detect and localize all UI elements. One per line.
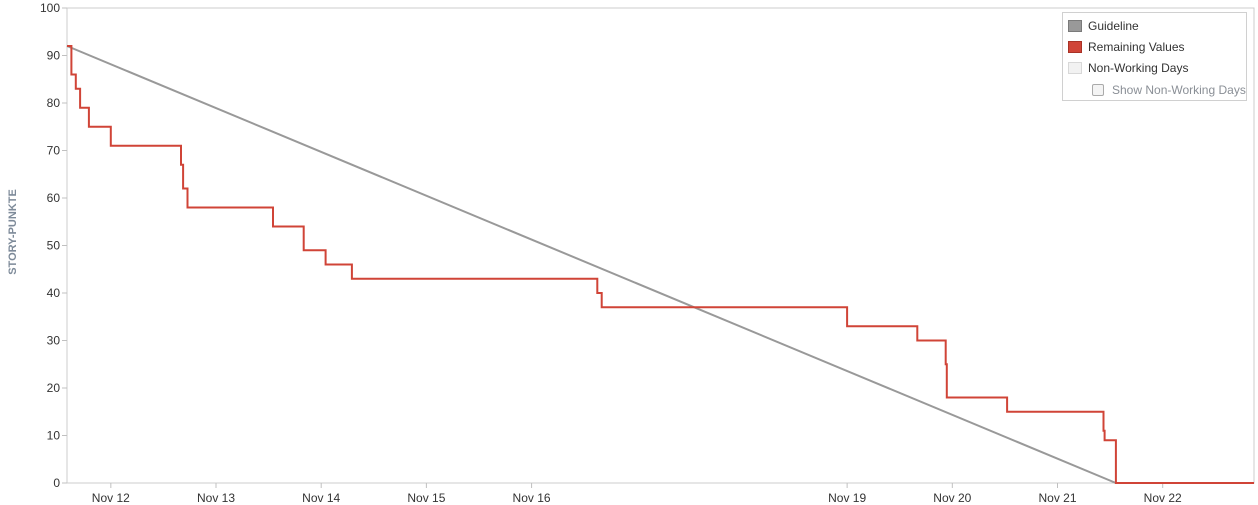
y-tick-label: 0 <box>53 476 60 490</box>
series-line-remaining-values[interactable] <box>67 45 1254 484</box>
remaining-values-swatch <box>1068 41 1082 53</box>
x-tick-label: Nov 20 <box>933 491 971 505</box>
y-tick-label: 40 <box>47 286 61 300</box>
x-tick-label: Nov 19 <box>828 491 866 505</box>
x-tick-label: Nov 13 <box>197 491 235 505</box>
y-tick-label: 70 <box>47 144 61 158</box>
legend-item-remaining-values[interactable]: Remaining Values <box>1068 39 1185 55</box>
show-non-working-days-checkbox[interactable] <box>1092 84 1104 96</box>
legend-label-guideline: Guideline <box>1088 19 1139 33</box>
legend-label-non-working-days: Non-Working Days <box>1088 61 1189 75</box>
y-tick-label: 30 <box>47 334 61 348</box>
y-tick-label: 90 <box>47 49 61 63</box>
guideline-swatch <box>1068 20 1082 32</box>
y-tick-label: 100 <box>40 1 60 15</box>
x-tick-label: Nov 21 <box>1038 491 1076 505</box>
y-axis-label: STORY-PUNKTE <box>7 189 19 275</box>
legend-item-guideline[interactable]: Guideline <box>1068 18 1139 34</box>
x-tick-label: Nov 16 <box>513 491 551 505</box>
x-tick-label: Nov 22 <box>1144 491 1182 505</box>
show-non-working-days-toggle[interactable]: Show Non-Working Days <box>1092 83 1246 97</box>
show-non-working-days-label: Show Non-Working Days <box>1112 83 1246 97</box>
y-tick-label: 80 <box>47 96 61 110</box>
chart-legend: Guideline Remaining Values Non-Working D… <box>1062 12 1247 101</box>
y-tick-label: 20 <box>47 381 61 395</box>
non-working-days-swatch <box>1068 62 1082 74</box>
y-tick-label: 60 <box>47 191 61 205</box>
y-tick-label: 10 <box>47 429 61 443</box>
legend-label-remaining-values: Remaining Values <box>1088 40 1185 54</box>
legend-item-non-working-days[interactable]: Non-Working Days <box>1068 60 1188 76</box>
x-tick-label: Nov 15 <box>407 491 445 505</box>
x-tick-label: Nov 12 <box>92 491 130 505</box>
y-tick-label: 50 <box>47 239 61 253</box>
series-line-guideline[interactable] <box>66 45 1117 484</box>
x-tick-label: Nov 14 <box>302 491 340 505</box>
